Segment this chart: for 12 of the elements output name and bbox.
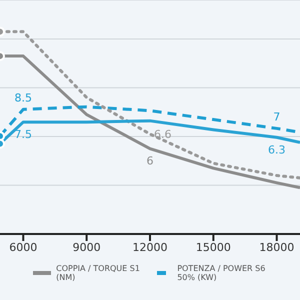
- legend-label: COPPIA / TORQUE S1 (NM): [56, 264, 141, 282]
- x-tick-label: 9000: [72, 240, 101, 254]
- data-label: 8.5: [14, 91, 32, 104]
- x-tick-label: 6000: [9, 240, 38, 254]
- x-tick-label: 15000: [196, 240, 231, 254]
- x-tick-label: 18000: [259, 240, 294, 254]
- x-tick-label: 12000: [132, 240, 168, 254]
- legend-label: POTENZA / POWER S6 50% (KW): [177, 264, 266, 282]
- data-label: 7.5: [14, 128, 32, 142]
- data-label: 7: [273, 110, 280, 124]
- data-label: 6.3: [268, 143, 286, 156]
- data-label: 6: [146, 154, 154, 168]
